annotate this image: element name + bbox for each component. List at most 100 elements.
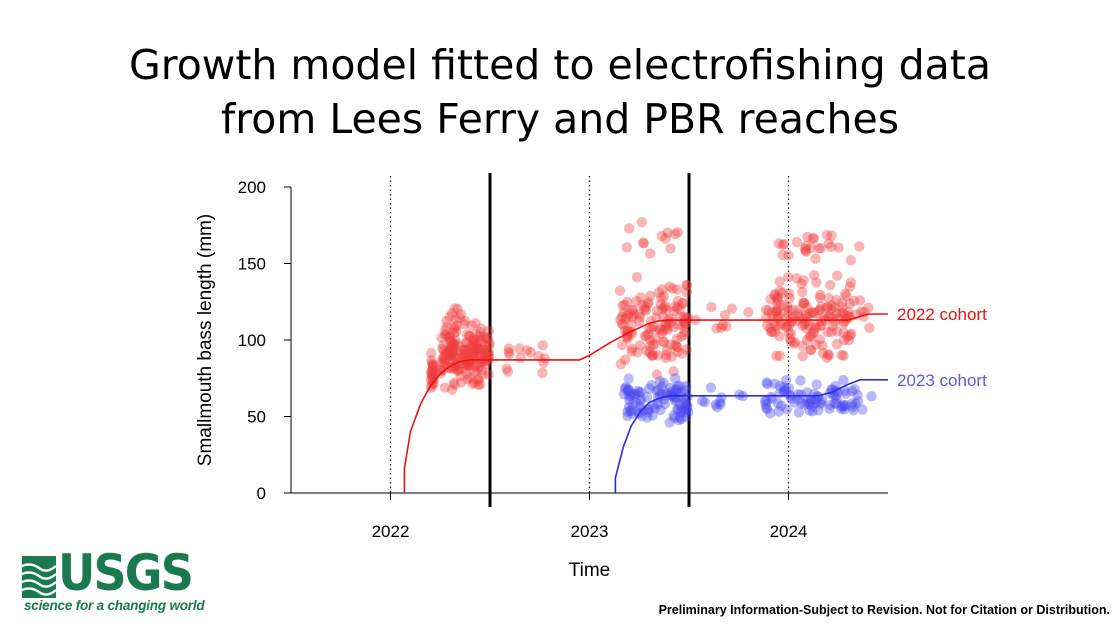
2022-cohort-point — [669, 228, 681, 240]
2022-cohort-point — [807, 233, 819, 244]
2022-cohort-point — [483, 369, 494, 380]
2022-cohort-point — [661, 322, 672, 334]
2022-cohort-point — [439, 382, 451, 393]
2022-cohort-point — [480, 333, 492, 344]
2022-cohort-point — [449, 342, 460, 353]
2022-cohort-point — [427, 360, 439, 371]
2022-cohort-point — [449, 379, 460, 390]
2023-cohort-point — [670, 373, 681, 384]
2022-cohort-point — [521, 345, 533, 356]
2022-cohort-point — [478, 331, 490, 343]
2022-cohort-point — [457, 350, 468, 361]
2022-cohort-point — [426, 370, 438, 381]
2022-cohort-point — [427, 374, 438, 386]
2022-cohort-point — [468, 366, 480, 378]
2023-cohort-point — [848, 405, 859, 416]
2023-cohort-point — [670, 392, 682, 403]
2023-cohort-point — [761, 377, 772, 388]
2022-cohort-point — [446, 384, 458, 395]
2023-cohort-point — [646, 379, 657, 391]
2022-cohort-point — [811, 277, 822, 288]
2022-cohort-point — [774, 350, 785, 362]
2023-cohort-point — [846, 386, 858, 397]
2022-cohort-point — [838, 350, 849, 361]
2023-cohort-point — [793, 407, 805, 418]
2022-cohort-point — [808, 233, 820, 244]
2022-cohort-point — [854, 241, 865, 252]
2022-cohort-fit-line — [403, 313, 888, 493]
2022-cohort-point — [815, 289, 826, 301]
2023-cohort-point — [626, 405, 637, 416]
2022-cohort-point — [644, 248, 656, 259]
2022-cohort-point — [455, 371, 466, 382]
2023-cohort-point — [778, 382, 790, 393]
2022-cohort-point — [658, 337, 670, 348]
2022-cohort-point — [801, 323, 812, 334]
2022-cohort-point — [468, 336, 479, 347]
2022-cohort-point — [664, 281, 675, 292]
2022-cohort-point — [814, 334, 826, 345]
2022-cohort-point — [461, 338, 472, 349]
2022-cohort-point — [537, 340, 548, 351]
2023-cohort-point — [801, 397, 813, 408]
2022-cohort-point — [681, 279, 693, 291]
2022-cohort-point — [483, 347, 495, 358]
2022-cohort-point — [808, 328, 819, 339]
2022-cohort-point — [479, 344, 490, 356]
2022-cohort-point — [464, 359, 475, 370]
2022-cohort-point — [681, 279, 692, 291]
2022-cohort-point — [451, 326, 462, 337]
2023-cohort-point — [836, 401, 847, 412]
2023-cohort-point — [673, 403, 684, 415]
2022-cohort-point — [783, 320, 795, 331]
2022-cohort-point — [826, 304, 837, 315]
2022-cohort-point — [621, 310, 633, 322]
2022-cohort-point — [782, 271, 794, 283]
2022-cohort-point — [816, 301, 827, 312]
2022-cohort-point — [444, 332, 455, 344]
2022-cohort-point — [467, 347, 479, 358]
2022-cohort-point — [641, 345, 652, 356]
2023-cohort-point — [623, 373, 634, 384]
2022-cohort-point — [681, 287, 693, 298]
2022-cohort-point — [504, 349, 515, 360]
2022-cohort-point — [838, 327, 849, 338]
2022-cohort-point — [809, 308, 820, 319]
2022-cohort-point — [639, 330, 651, 341]
2022-cohort-point — [464, 372, 476, 383]
2023-cohort-point — [714, 396, 726, 407]
2022-cohort-point — [475, 344, 486, 355]
2023-cohort-point — [652, 384, 664, 396]
2022-cohort-point — [464, 330, 475, 342]
2022-cohort-point — [638, 238, 649, 249]
2022-cohort-point — [470, 340, 481, 351]
2022-cohort-point — [766, 326, 778, 338]
2023-cohort-point — [681, 399, 693, 411]
2023-cohort-point — [624, 390, 635, 402]
2022-cohort-point — [662, 324, 673, 335]
2023-cohort-point — [669, 395, 681, 406]
2022-cohort-point — [622, 296, 633, 308]
2022-cohort-point — [781, 301, 793, 312]
2023-cohort-point — [674, 380, 685, 392]
2022-cohort-point — [426, 358, 438, 369]
2022-cohort-point — [785, 328, 797, 339]
2023-cohort-point — [813, 404, 824, 416]
slide-title: Growth model fitted to electrofishing da… — [0, 38, 1120, 146]
2022-cohort-point — [438, 339, 449, 351]
2022-cohort-point — [479, 348, 491, 360]
2022-cohort-point — [473, 342, 484, 353]
2022-cohort-point — [503, 346, 515, 358]
2022-cohort-point — [777, 287, 788, 299]
2023-cohort-point — [675, 406, 686, 418]
2022-cohort-point — [719, 309, 731, 321]
2022-cohort-point — [627, 304, 638, 316]
2022-cohort-point — [831, 338, 843, 350]
2022-cohort-point — [468, 334, 479, 345]
2022-cohort-point — [461, 368, 473, 379]
2023-cohort-point — [665, 389, 676, 400]
2022-cohort-point — [797, 314, 808, 325]
y-tick-label: 50 — [247, 408, 266, 427]
2023-cohort-point — [807, 405, 818, 417]
2023-cohort-point — [831, 393, 842, 404]
